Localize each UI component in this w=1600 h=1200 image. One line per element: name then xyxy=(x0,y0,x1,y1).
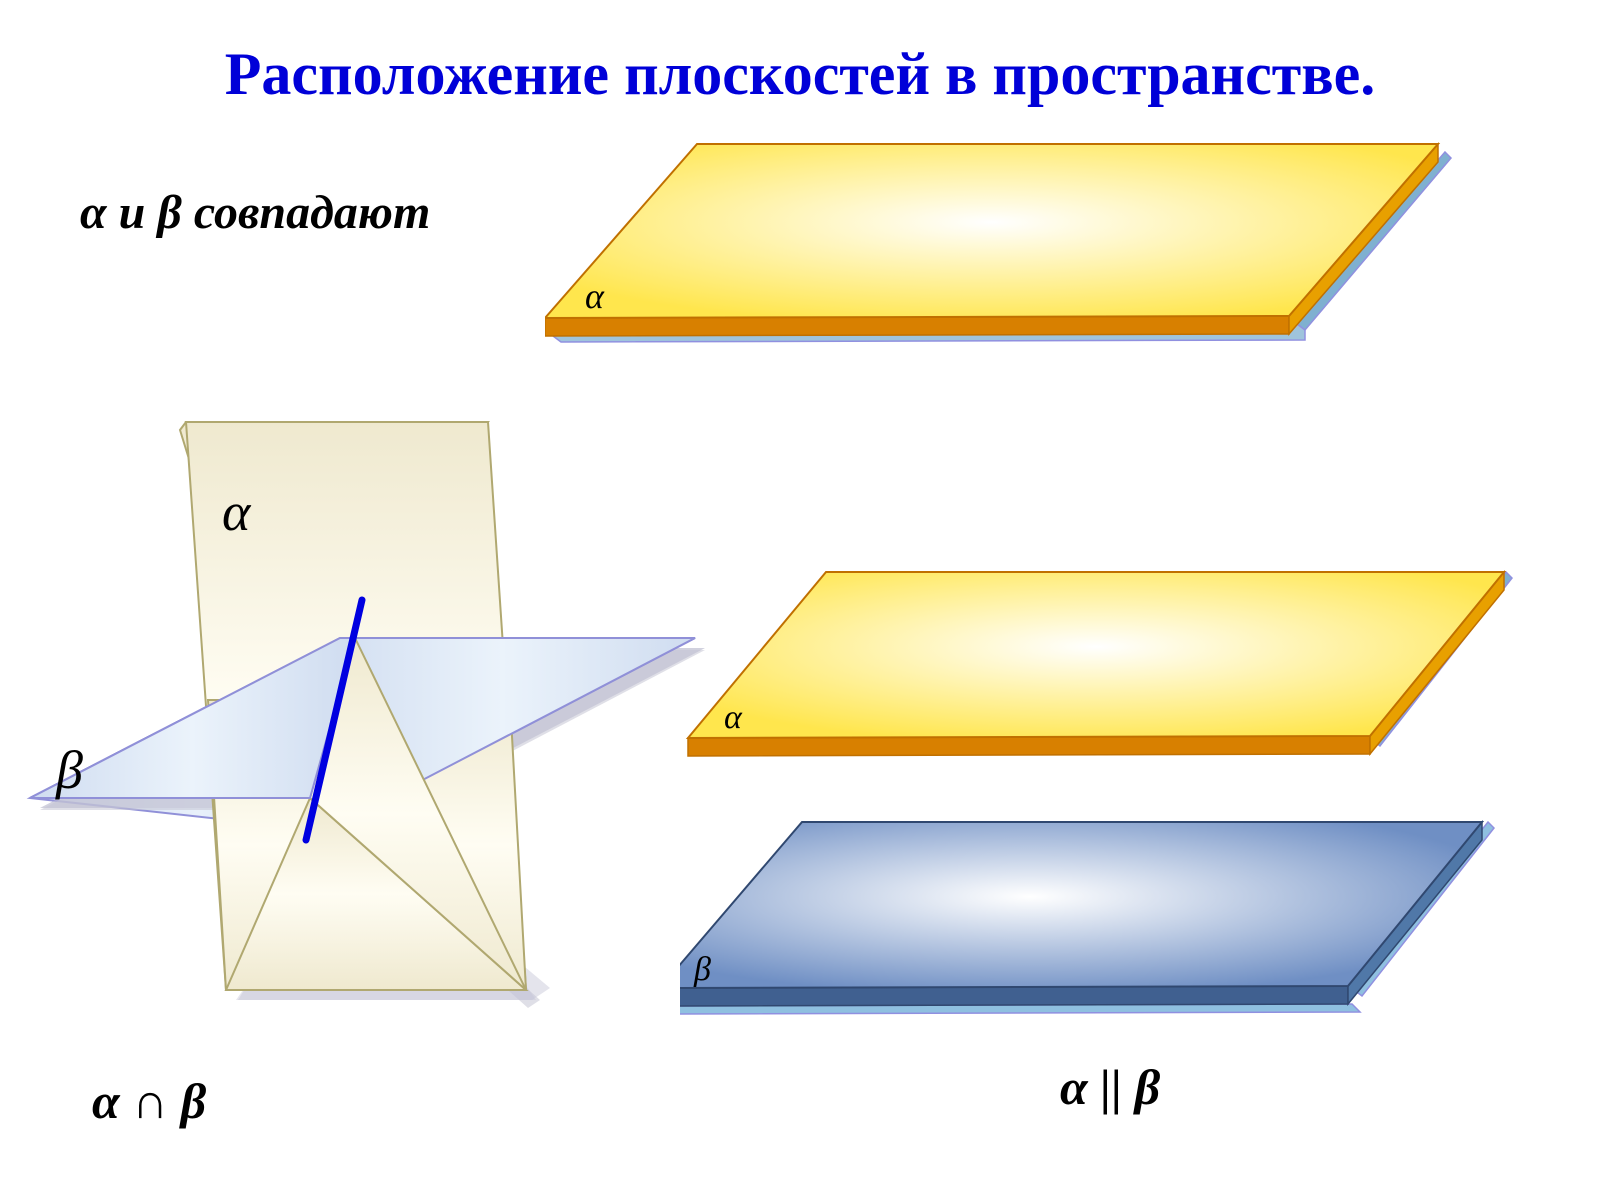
par-a-front xyxy=(688,736,1370,756)
caption-coincide-alpha: α xyxy=(80,186,119,239)
intersect-beta-label: β xyxy=(55,740,83,800)
caption-parallel: α || β xyxy=(1060,1058,1160,1116)
par-b-front xyxy=(680,986,1348,1006)
coincide-yellow-top xyxy=(545,144,1438,318)
coincide-yellow-front xyxy=(545,316,1289,336)
coincide-alpha-label: α xyxy=(585,276,605,316)
intersect-alpha-label: α xyxy=(222,482,252,542)
diagram-coincide: α xyxy=(545,140,1465,370)
caption-coincide-beta: β xyxy=(157,186,194,239)
caption-coincide-rest: совпадают xyxy=(194,186,430,239)
caption-intersect: α ∩ β xyxy=(92,1072,206,1130)
par-a-top xyxy=(688,572,1504,738)
par-alpha-label: α xyxy=(724,699,743,736)
caption-coincide-i: и xyxy=(119,186,158,239)
caption-coincide: α и β совпадают xyxy=(80,185,430,240)
caption-parallel-text: α || β xyxy=(1060,1059,1160,1115)
caption-intersect-text: α ∩ β xyxy=(92,1073,206,1129)
page-title: Расположение плоскостей в пространстве. xyxy=(0,40,1600,109)
diagram-intersect-final: α β xyxy=(10,400,710,1050)
par-b-top xyxy=(680,822,1482,988)
diagram-parallel: α β xyxy=(680,560,1540,1080)
par-beta-label: β xyxy=(693,951,711,988)
